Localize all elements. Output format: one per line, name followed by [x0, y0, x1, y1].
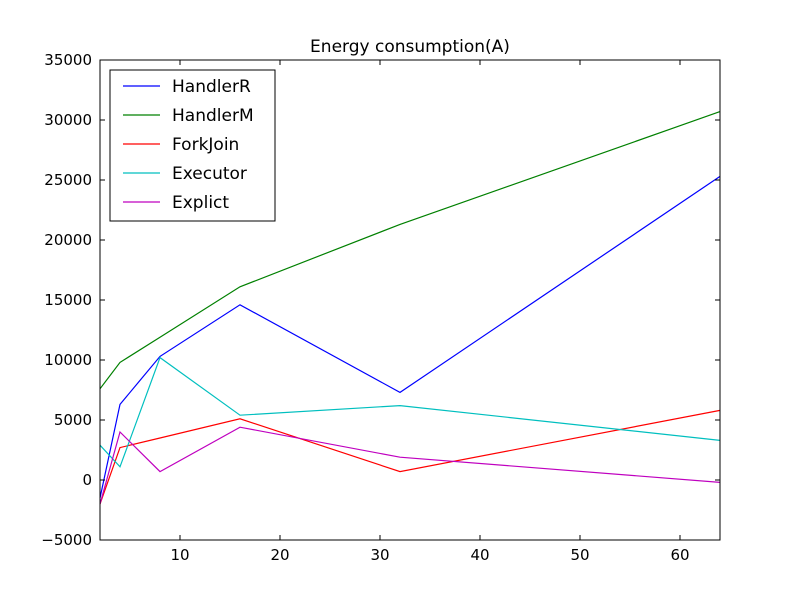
y-tick-label: 20000: [44, 231, 92, 249]
y-tick-label: 25000: [44, 171, 92, 189]
x-tick-label: 50: [570, 546, 589, 564]
x-tick-label: 20: [270, 546, 289, 564]
x-tick-label: 40: [470, 546, 489, 564]
y-tick-label: 0: [82, 471, 92, 489]
legend: HandlerR HandlerM ForkJoin Executor Explict: [109, 69, 276, 222]
y-tick-label: 35000: [44, 51, 92, 69]
y-tick-label: 5000: [54, 411, 92, 429]
series-line-executor: [99, 356, 721, 468]
x-tick-label: 10: [170, 546, 189, 564]
legend-label-handlerr: HandlerR: [172, 77, 251, 97]
chart-title: Energy consumption(A): [310, 37, 510, 57]
series-layer: [99, 111, 721, 505]
ticks-layer: 10 20 30 40 50 60 −5000 0 5000 10000 15000 20000 250…: [41, 51, 720, 564]
legend-label-explict: Explict: [172, 193, 229, 213]
legend-box: [109, 69, 276, 222]
legend-label-handlerm: HandlerM: [172, 106, 254, 126]
x-tick-label: 60: [670, 546, 689, 564]
x-tick-label: 30: [370, 546, 389, 564]
legend-label-executor: Executor: [172, 164, 247, 184]
y-tick-label: 15000: [44, 291, 92, 309]
y-tick-label: −5000: [41, 531, 92, 549]
y-tick-label: 30000: [44, 111, 92, 129]
legend-label-forkjoin: ForkJoin: [172, 135, 239, 155]
y-tick-label: 10000: [44, 351, 92, 369]
series-line-forkjoin: [99, 409, 721, 505]
series-line-explict: [99, 426, 721, 505]
series-line-handlerm: [99, 111, 721, 390]
series-line-handlerr: [99, 175, 721, 499]
